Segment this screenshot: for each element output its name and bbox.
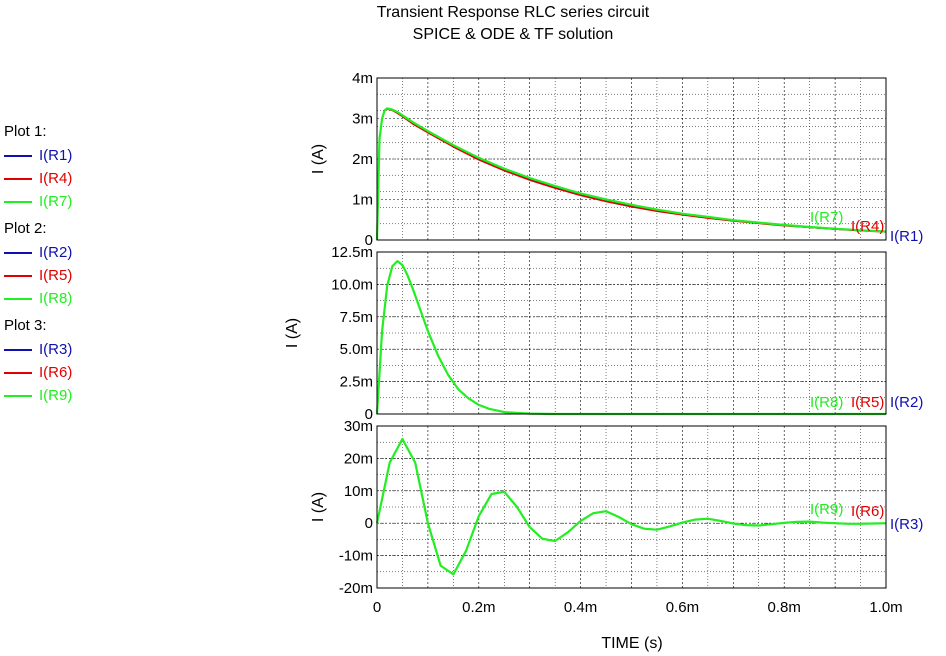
plot-frame <box>376 77 887 241</box>
series-end-label: I(R9) <box>810 501 843 518</box>
legend-group-title: Plot 2: <box>4 220 47 237</box>
legend-swatch <box>4 348 32 351</box>
legend-group-title: Plot 3: <box>4 317 47 334</box>
series-end-label: I(R1) <box>890 228 923 245</box>
legend-item: I(R7) <box>4 190 72 213</box>
series-line-I(R9) <box>375 437 887 576</box>
y-axis-label: I (A) <box>310 144 327 174</box>
y-tick-label: -10m <box>339 548 373 565</box>
legend-group-plot1: Plot 1: I(R1) I(R4) I(R7) <box>4 120 72 213</box>
legend-swatch <box>4 297 32 300</box>
legend-swatch <box>4 200 32 203</box>
series-end-label: I(R7) <box>810 209 843 226</box>
series-line-I(R7) <box>375 107 887 241</box>
y-axis-label: I (A) <box>310 492 327 522</box>
legend-item: I(R3) <box>4 338 72 361</box>
legend-label: I(R9) <box>39 387 73 404</box>
y-axis-label: I (A) <box>284 318 301 348</box>
legend-label: I(R2) <box>39 244 73 261</box>
x-tick-label: 0.8m <box>768 599 801 616</box>
legend-group-title: Plot 1: <box>4 123 47 140</box>
x-tick-label: 0 <box>373 599 381 616</box>
legend-item: I(R1) <box>4 144 72 167</box>
legend-item: I(R5) <box>4 264 72 287</box>
y-tick-label: 12.5m <box>331 244 373 261</box>
chart-title-line2: SPICE & ODE & TF solution <box>412 26 614 43</box>
legend-label: I(R1) <box>39 147 73 164</box>
legend-swatch <box>4 371 32 374</box>
legend-label: I(R4) <box>39 170 73 187</box>
legend: Plot 1: I(R1) I(R4) I(R7) Plot 2: I(R2) … <box>4 120 72 411</box>
legend-group-plot2: Plot 2: I(R2) I(R5) I(R8) <box>4 217 72 310</box>
series-end-label: I(R6) <box>851 503 884 520</box>
y-tick-label: 20m <box>344 450 373 467</box>
legend-label: I(R6) <box>39 364 73 381</box>
x-tick-label: 1.0m <box>869 599 902 616</box>
y-tick-label: 4m <box>352 70 373 87</box>
plot-frame <box>376 251 887 415</box>
y-tick-label: 10m <box>344 483 373 500</box>
y-tick-label: 10.0m <box>331 276 373 293</box>
legend-swatch <box>4 154 32 157</box>
plot-panel-3: -20m -10m 0 10m 20m 30m I (A) I(R9) I(R6) I(R3) 0 0… <box>310 418 923 652</box>
legend-swatch <box>4 394 32 397</box>
legend-group-plot3: Plot 3: I(R3) I(R6) I(R9) <box>4 314 72 407</box>
legend-swatch <box>4 177 32 180</box>
series-end-label: I(R4) <box>851 218 884 235</box>
y-tick-label: 3m <box>352 111 373 128</box>
series-end-label: I(R2) <box>890 394 923 411</box>
series-end-label: I(R5) <box>851 394 884 411</box>
plot-panel-1: 0 1m 2m 3m 4m I (A) I(R7) I(R4) I(R1) <box>310 70 923 249</box>
y-tick-label: -20m <box>339 580 373 597</box>
legend-item: I(R6) <box>4 361 72 384</box>
legend-label: I(R7) <box>39 193 73 210</box>
y-tick-label: 1m <box>352 192 373 209</box>
x-tick-label: 0.6m <box>666 599 699 616</box>
y-tick-label: 30m <box>344 418 373 435</box>
legend-swatch <box>4 251 32 254</box>
x-axis-label: TIME (s) <box>601 635 662 652</box>
y-tick-label: 0 <box>365 406 373 423</box>
y-tick-label: 7.5m <box>340 309 373 326</box>
y-tick-label: 2m <box>352 151 373 168</box>
legend-item: I(R4) <box>4 167 72 190</box>
plot-frame <box>376 425 887 589</box>
y-tick-label: 5.0m <box>340 341 373 358</box>
legend-item: I(R8) <box>4 287 72 310</box>
chart-title-line1: Transient Response RLC series circuit <box>376 4 650 21</box>
legend-label: I(R5) <box>39 267 73 284</box>
legend-label: I(R8) <box>39 290 73 307</box>
y-tick-label: 0 <box>365 232 373 249</box>
plot-panel-2: 0 2.5m 5.0m 7.5m 10.0m 12.5m I (A) I(R8) I(R5) I(… <box>284 244 923 423</box>
x-tick-label: 0.4m <box>564 599 597 616</box>
chart-title: Transient Response RLC series circuit SP… <box>0 2 946 46</box>
legend-label: I(R3) <box>39 341 73 358</box>
y-tick-label: 0 <box>365 515 373 532</box>
legend-item: I(R9) <box>4 384 72 407</box>
legend-item: I(R2) <box>4 241 72 264</box>
y-tick-label: 2.5m <box>340 374 373 391</box>
legend-swatch <box>4 274 32 277</box>
x-tick-label: 0.2m <box>462 599 495 616</box>
series-end-label: I(R3) <box>890 516 923 533</box>
series-end-label: I(R8) <box>810 394 843 411</box>
